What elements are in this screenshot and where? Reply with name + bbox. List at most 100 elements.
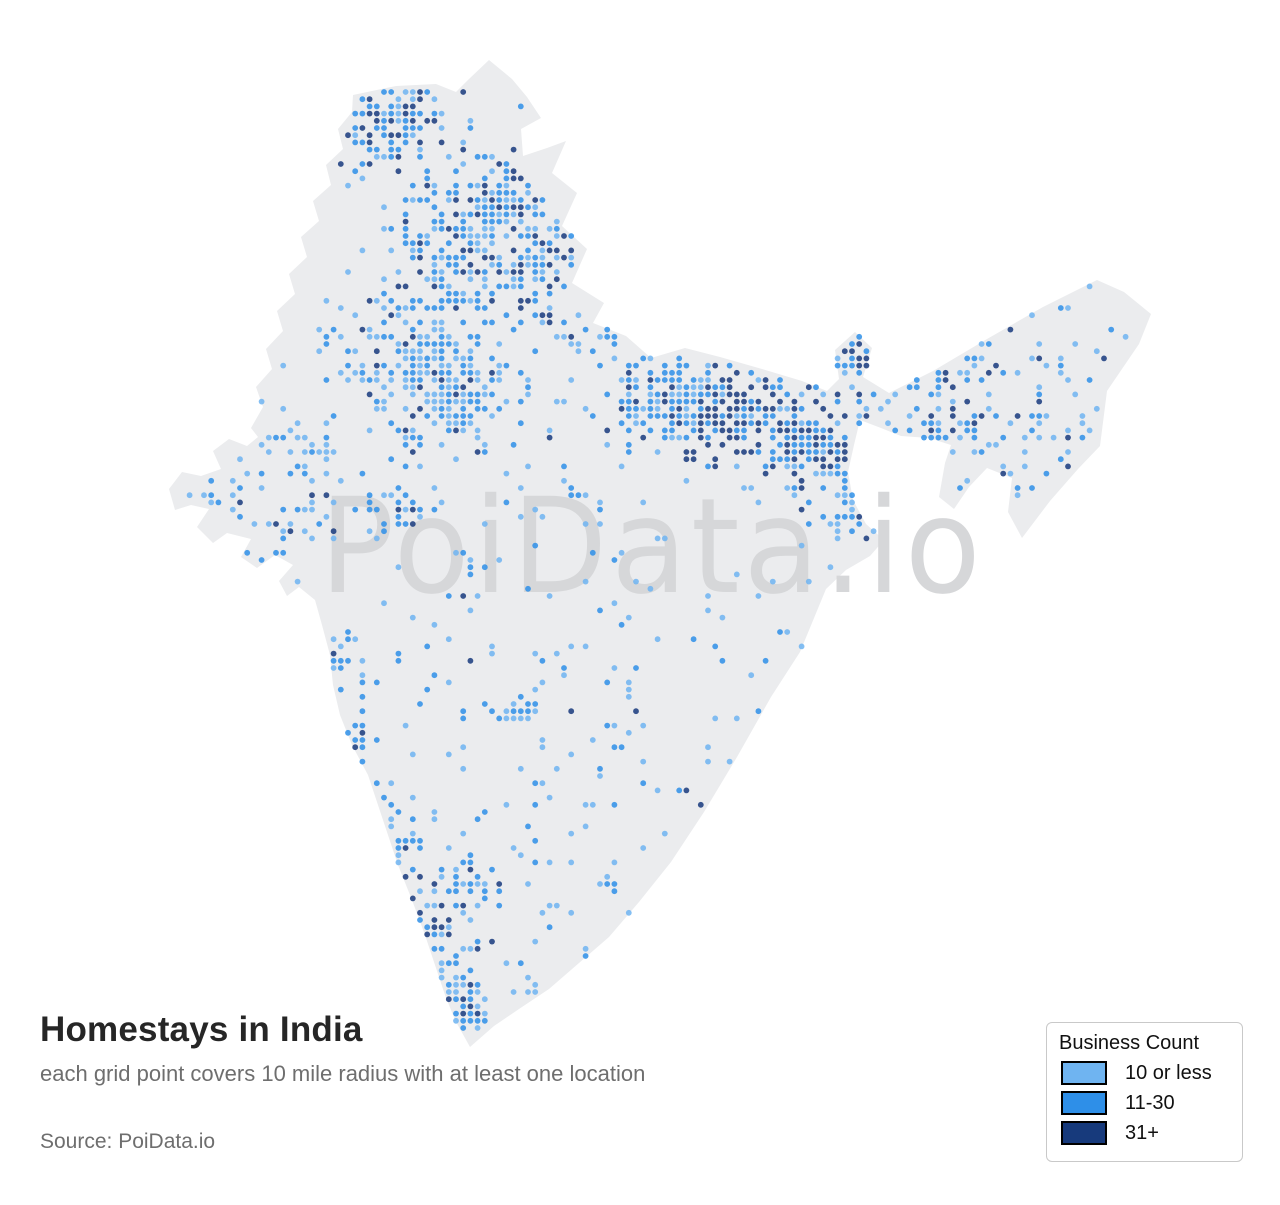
density-dot — [460, 974, 467, 981]
density-dot — [402, 355, 409, 362]
density-dot — [993, 413, 999, 419]
density-dot — [676, 369, 683, 376]
density-dot — [431, 254, 438, 261]
density-dot — [366, 110, 373, 117]
density-dot — [849, 528, 855, 535]
density-dot — [345, 629, 351, 635]
density-dot — [640, 722, 647, 729]
density-dot — [525, 204, 531, 211]
density-dot — [330, 499, 337, 506]
density-dot — [489, 240, 495, 247]
density-dot — [373, 348, 380, 355]
density-dot — [438, 441, 445, 448]
density-dot — [705, 593, 711, 599]
density-dot — [553, 333, 560, 340]
density-dot — [625, 391, 632, 398]
density-dot — [323, 420, 330, 427]
density-dot — [337, 643, 344, 650]
density-dot — [877, 405, 884, 412]
density-dot — [841, 449, 848, 455]
density-dot — [676, 413, 683, 419]
density-dot — [611, 665, 618, 671]
density-dot — [532, 312, 539, 319]
density-dot — [373, 125, 380, 131]
density-dot — [453, 1010, 459, 1017]
density-dot — [424, 355, 431, 362]
density-dot — [784, 420, 791, 427]
density-dot — [337, 477, 344, 484]
density-dot — [834, 420, 841, 427]
density-dot — [676, 355, 683, 362]
density-dot — [834, 535, 841, 542]
density-dot — [546, 593, 553, 599]
density-dot — [935, 434, 942, 441]
density-dot — [532, 233, 539, 239]
density-dot — [777, 405, 783, 412]
density-dot — [431, 398, 438, 405]
density-dot — [726, 405, 733, 412]
density-dot — [741, 413, 747, 419]
density-dot — [280, 405, 287, 412]
density-dot — [755, 708, 762, 715]
density-dot — [359, 175, 366, 182]
density-dot — [964, 355, 971, 362]
density-dot — [496, 902, 503, 909]
density-dot — [755, 449, 762, 455]
density-dot — [762, 405, 769, 412]
density-dot — [395, 564, 402, 571]
density-dot — [366, 499, 373, 506]
density-dot — [453, 197, 459, 203]
density-dot — [525, 463, 531, 470]
density-dot — [402, 103, 409, 110]
density-dot — [1000, 369, 1007, 376]
density-dot — [460, 290, 467, 297]
density-dot — [863, 405, 870, 412]
density-dot — [791, 420, 798, 427]
density-dot — [1014, 492, 1021, 499]
density-dot — [417, 701, 423, 707]
density-dot — [474, 233, 481, 239]
density-dot — [755, 593, 762, 599]
density-dot — [244, 470, 251, 477]
density-dot — [352, 312, 359, 319]
density-dot — [683, 391, 690, 398]
density-dot — [273, 521, 279, 527]
density-dot — [395, 146, 402, 153]
density-dot — [395, 305, 402, 311]
density-dot — [481, 384, 488, 391]
density-dot — [712, 405, 719, 412]
density-dot — [489, 168, 495, 175]
density-dot — [366, 333, 373, 340]
density-dot — [417, 405, 423, 412]
density-dot — [489, 197, 495, 203]
density-dot — [741, 420, 747, 427]
density-dot — [798, 420, 805, 427]
density-dot — [813, 470, 819, 477]
density-dot — [453, 233, 459, 239]
density-dot — [1036, 355, 1043, 362]
density-dot — [395, 362, 402, 369]
density-dot — [481, 701, 488, 707]
density-dot — [690, 456, 697, 463]
density-dot — [532, 269, 539, 275]
density-dot — [294, 463, 301, 470]
density-dot — [467, 391, 474, 398]
density-dot — [431, 189, 438, 196]
density-dot — [453, 427, 459, 434]
density-dot — [467, 240, 474, 247]
density-dot — [388, 377, 395, 383]
density-dot — [280, 362, 287, 369]
density-dot — [481, 276, 488, 283]
density-dot — [467, 989, 474, 995]
density-dot — [625, 384, 632, 391]
density-dot — [309, 449, 315, 455]
density-dot — [431, 888, 438, 895]
density-dot — [460, 744, 467, 751]
density-dot — [489, 413, 495, 419]
density-dot — [805, 499, 812, 506]
density-dot — [381, 794, 387, 801]
density-dot — [409, 96, 416, 103]
density-dot — [409, 384, 416, 391]
density-dot — [705, 420, 711, 427]
density-dot — [474, 873, 481, 880]
